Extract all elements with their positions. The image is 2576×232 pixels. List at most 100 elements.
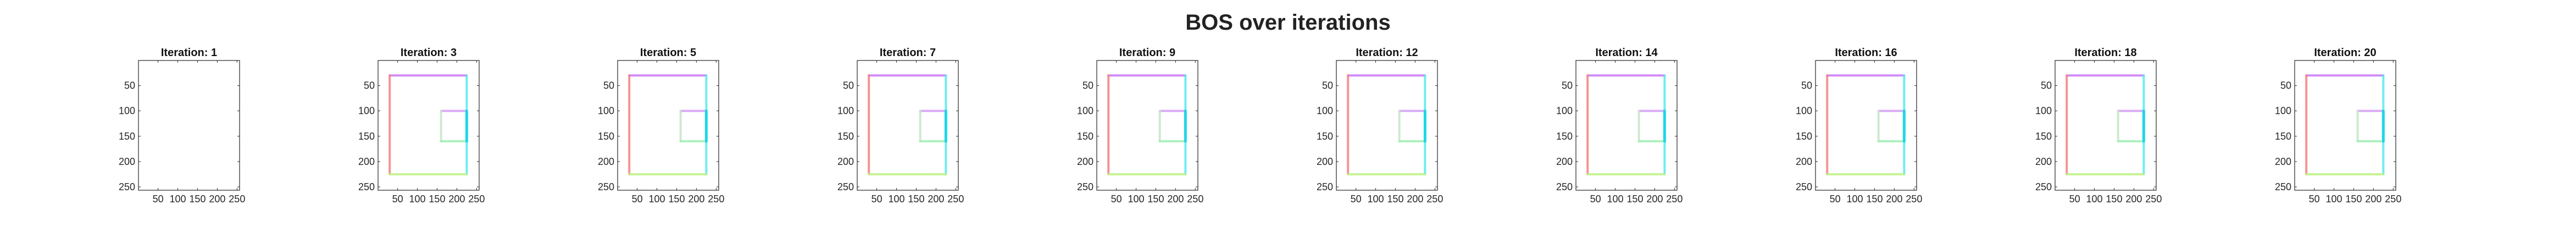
x-tick-label: 50	[632, 194, 643, 205]
image-area	[2295, 60, 2396, 190]
x-tick-label: 100	[2325, 194, 2342, 205]
x-tick-label: 100	[1367, 194, 1384, 205]
image-area	[1336, 60, 1437, 190]
x-tick-label: 200	[2365, 194, 2381, 205]
y-tick-label: 150	[119, 131, 135, 142]
x-tick-label: 200	[1407, 194, 1423, 205]
x-tick-label: 250	[2385, 194, 2401, 205]
y-tick-label: 100	[358, 106, 375, 117]
y-tick-label: 250	[2275, 181, 2291, 192]
y-tick-label: 50	[124, 80, 135, 91]
image-area	[378, 60, 479, 190]
y-tick-label: 250	[1077, 181, 1093, 192]
y-tick-label: 50	[1322, 80, 1333, 91]
bos-edges	[628, 74, 708, 175]
x-tick-label: 250	[229, 194, 245, 205]
x-tick-label: 50	[2069, 194, 2080, 205]
y-tick-label: 100	[837, 106, 854, 117]
panel-title: Iteration: 14	[1595, 47, 1658, 59]
panel-title: Iteration: 20	[2314, 47, 2376, 59]
panel-title: Iteration: 16	[1835, 47, 1897, 59]
x-tick-label: 50	[871, 194, 882, 205]
bos-edges	[1826, 74, 1906, 175]
x-tick-label: 50	[1830, 194, 1841, 205]
axes-frame	[1096, 60, 1198, 191]
bos-edges	[1586, 74, 1666, 175]
y-tick-label: 200	[119, 156, 135, 167]
y-tick-label: 250	[1796, 181, 1812, 192]
x-tick-label: 150	[1626, 194, 1643, 205]
y-tick-label: 100	[1556, 106, 1573, 117]
y-tick-label: 50	[843, 80, 854, 91]
y-tick-label: 200	[2035, 156, 2052, 167]
y-tick-label: 150	[598, 131, 614, 142]
y-tick-label: 250	[837, 181, 854, 192]
x-tick-label: 200	[2125, 194, 2142, 205]
image-area	[138, 60, 240, 190]
y-tick-label: 200	[2275, 156, 2291, 167]
y-tick-label: 200	[1317, 156, 1333, 167]
y-tick-label: 100	[1077, 106, 1093, 117]
y-tick-label: 200	[1077, 156, 1093, 167]
x-tick-label: 150	[1387, 194, 1403, 205]
x-tick-label: 250	[1426, 194, 1443, 205]
y-tick-label: 50	[2280, 80, 2291, 91]
panel-title: Iteration: 12	[1356, 47, 1418, 59]
x-tick-label: 100	[2086, 194, 2102, 205]
y-tick-label: 50	[2041, 80, 2052, 91]
x-tick-label: 250	[947, 194, 964, 205]
axes-frame	[1815, 60, 1917, 191]
y-tick-label: 150	[358, 131, 375, 142]
x-tick-label: 50	[1111, 194, 1122, 205]
y-tick-label: 150	[2275, 131, 2291, 142]
y-tick-label: 250	[2035, 181, 2052, 192]
y-tick-label: 150	[1556, 131, 1573, 142]
x-tick-label: 200	[1167, 194, 1184, 205]
image-area	[1576, 60, 1677, 190]
axes-frame	[1575, 60, 1678, 191]
y-tick-label: 250	[1317, 181, 1333, 192]
y-tick-label: 250	[1556, 181, 1573, 192]
x-tick-label: 100	[409, 194, 425, 205]
y-tick-label: 100	[1796, 106, 1812, 117]
panel-title: Iteration: 18	[2074, 47, 2136, 59]
x-tick-label: 150	[1866, 194, 1883, 205]
x-tick-label: 250	[1906, 194, 1922, 205]
x-tick-label: 150	[2345, 194, 2362, 205]
x-tick-label: 100	[169, 194, 186, 205]
panel-grid: Iteration: 150 100 150 200 25050100150200250…	[119, 47, 2401, 205]
x-tick-label: 250	[468, 194, 485, 205]
x-tick-label: 50	[392, 194, 403, 205]
x-tick-label: 100	[888, 194, 904, 205]
panel-title: Iteration: 1	[161, 47, 217, 59]
y-tick-label: 50	[364, 80, 375, 91]
axes-frame	[1336, 60, 1438, 191]
x-tick-label: 50	[2309, 194, 2320, 205]
x-tick-label: 250	[708, 194, 724, 205]
x-tick-label: 200	[928, 194, 944, 205]
panel-title: Iteration: 9	[1119, 47, 1175, 59]
bos-edges	[388, 74, 468, 175]
y-tick-label: 150	[1317, 131, 1333, 142]
x-tick-label: 200	[448, 194, 465, 205]
x-tick-label: 150	[2106, 194, 2122, 205]
y-tick-label: 150	[1077, 131, 1093, 142]
bos-edges	[868, 74, 947, 175]
x-tick-label: 100	[648, 194, 665, 205]
x-tick-label: 200	[209, 194, 225, 205]
x-tick-label: 200	[1646, 194, 1663, 205]
bos-edges	[2066, 74, 2145, 175]
bos-edges	[1347, 74, 1426, 175]
bos-edges	[1107, 74, 1187, 175]
y-tick-label: 200	[837, 156, 854, 167]
x-tick-label: 100	[1128, 194, 1144, 205]
axes-frame	[857, 60, 959, 191]
x-tick-label: 250	[1666, 194, 1683, 205]
